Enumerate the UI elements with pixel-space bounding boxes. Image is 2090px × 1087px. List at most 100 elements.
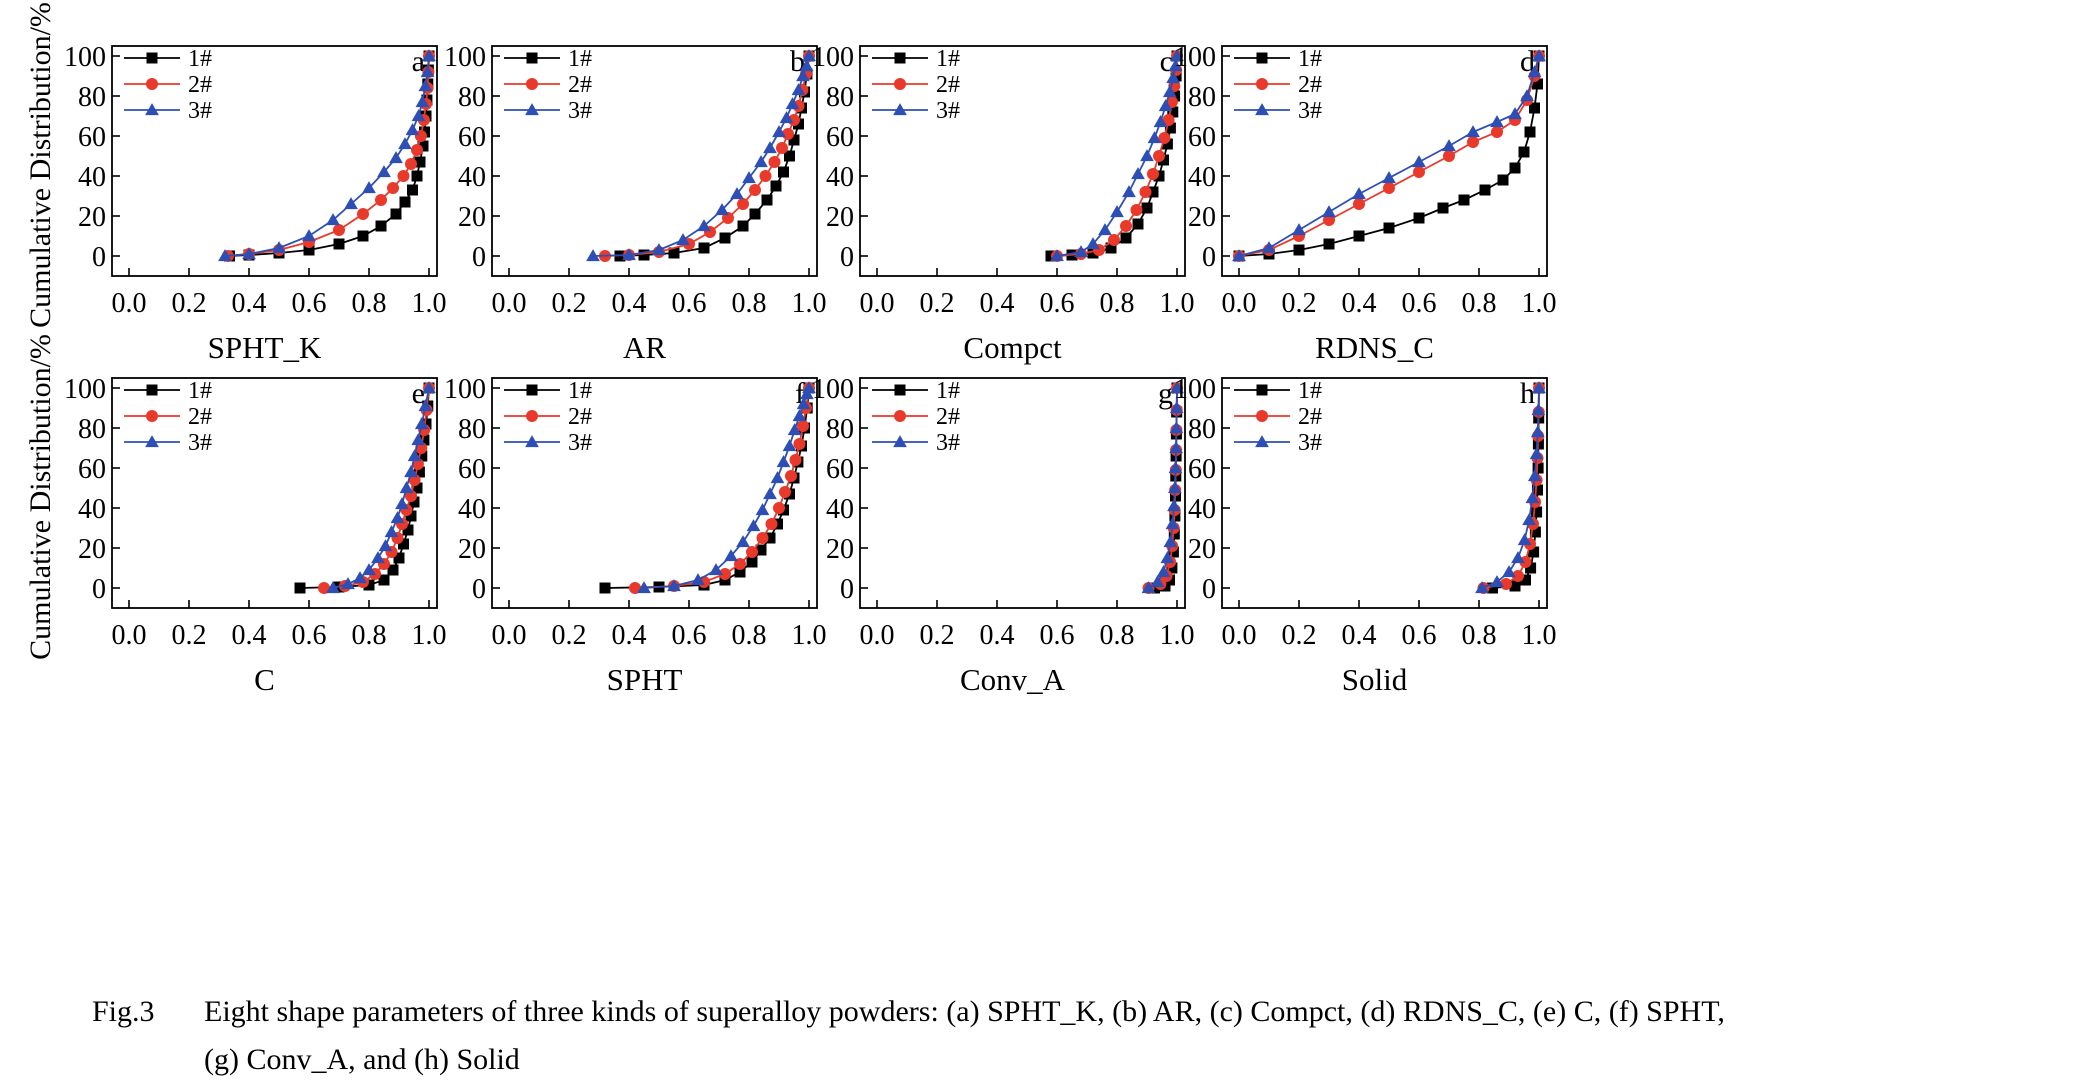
data-point xyxy=(390,511,405,524)
legend-label: 3# xyxy=(1298,98,1322,124)
data-point xyxy=(405,510,417,522)
y-tick-label: 80 xyxy=(78,414,106,445)
y-tick-label: 0 xyxy=(1202,574,1216,605)
data-point xyxy=(397,170,410,182)
y-tick-label: 80 xyxy=(458,414,486,445)
data-point xyxy=(378,539,393,552)
y-tick-label: 80 xyxy=(458,82,486,113)
x-tick-label: 0.6 xyxy=(672,288,707,319)
x-tick-label: 0.0 xyxy=(860,288,895,319)
legend-label: 2# xyxy=(568,72,592,98)
data-point xyxy=(1529,447,1544,460)
data-point xyxy=(676,233,690,246)
data-point xyxy=(719,568,731,580)
x-tick-label: 0.6 xyxy=(1402,288,1437,319)
data-point xyxy=(736,535,750,548)
data-point xyxy=(1467,136,1479,148)
x-tick-label: 0.2 xyxy=(552,288,587,319)
data-point xyxy=(1517,533,1532,546)
y-tick-label: 40 xyxy=(1188,162,1216,193)
legend: 1#2#3# xyxy=(872,46,960,124)
series-line xyxy=(619,55,810,257)
data-point xyxy=(756,532,769,544)
y-tick-label: 80 xyxy=(1188,414,1216,445)
data-point xyxy=(384,525,399,538)
data-point xyxy=(629,582,641,594)
series-3 xyxy=(1050,49,1184,262)
plot-frame xyxy=(859,45,1186,277)
data-point xyxy=(1413,166,1425,178)
data-point xyxy=(377,165,391,178)
plot-frame xyxy=(491,377,818,609)
data-point xyxy=(1479,184,1491,196)
y-tick-label: 20 xyxy=(78,202,106,233)
series-3 xyxy=(1141,381,1184,594)
data-point xyxy=(765,518,778,530)
legend-label: 2# xyxy=(1298,72,1322,98)
data-point xyxy=(1490,115,1504,128)
data-point xyxy=(1487,582,1498,594)
data-point xyxy=(773,502,785,514)
data-point xyxy=(691,573,705,586)
x-tick-label: 0.4 xyxy=(980,620,1015,651)
x-tick-label: 0.0 xyxy=(112,288,147,319)
data-point xyxy=(764,532,776,544)
figure-caption: Fig.3 Eight shape parameters of three kin… xyxy=(92,988,2052,1084)
data-point xyxy=(1292,223,1306,236)
series-line xyxy=(1481,387,1540,589)
data-point xyxy=(802,49,816,62)
y-tick-label: 100 xyxy=(812,374,854,405)
data-point xyxy=(407,184,418,196)
data-point xyxy=(1153,170,1165,182)
y-tick-label: 20 xyxy=(826,534,854,565)
data-point xyxy=(1490,575,1504,588)
y-tick-label: 20 xyxy=(458,202,486,233)
x-tick-label: 0.0 xyxy=(860,620,895,651)
data-point xyxy=(1437,202,1449,214)
legend: 1#2#3# xyxy=(872,378,960,456)
data-point xyxy=(1262,241,1276,254)
data-point xyxy=(719,232,731,244)
data-point xyxy=(792,409,807,422)
panel-letter: f xyxy=(795,377,805,410)
data-point xyxy=(1520,89,1534,102)
data-point xyxy=(418,79,433,92)
x-tick-label: 0.0 xyxy=(112,620,147,651)
data-point xyxy=(755,544,767,556)
data-point xyxy=(1167,106,1179,118)
y-tick-label: 80 xyxy=(1188,82,1216,113)
data-point xyxy=(1168,59,1183,72)
caption-line-2: (g) Conv_A, and (h) Solid xyxy=(204,1043,520,1076)
chart-panel-a: 0 20 40 60 80 100 0.0 0.2 0.4 0.6 0.8 1.0 SPHT_K Cumu… xyxy=(24,2,447,365)
data-point xyxy=(1166,71,1180,84)
data-point xyxy=(1293,244,1305,256)
y-tick-label: 80 xyxy=(826,414,854,445)
x-tick-label: 0.4 xyxy=(980,288,1015,319)
data-point xyxy=(415,95,430,108)
data-point xyxy=(399,196,411,208)
x-tick-label: 0.8 xyxy=(1100,288,1135,319)
y-tick-label: 0 xyxy=(840,574,854,605)
y-axis-label: Cumulative Distribution/% xyxy=(24,2,57,328)
x-tick-label: 0.0 xyxy=(492,620,527,651)
legend-marker xyxy=(894,410,906,422)
legend-marker xyxy=(145,103,159,116)
x-tick-label: 0.6 xyxy=(292,288,327,319)
data-point xyxy=(404,465,418,478)
series-1 xyxy=(1233,50,1545,262)
y-tick-label: 40 xyxy=(78,494,106,525)
x-tick-label: 0.0 xyxy=(1222,620,1257,651)
x-tick-label: 0.4 xyxy=(1342,620,1377,651)
data-point xyxy=(1527,469,1542,482)
legend-marker xyxy=(145,435,159,448)
data-point xyxy=(763,141,777,154)
data-point xyxy=(1527,65,1542,78)
legend: 1#2#3# xyxy=(504,378,592,456)
legend-marker xyxy=(525,435,539,448)
data-point xyxy=(405,158,417,170)
data-point xyxy=(1509,580,1521,592)
data-point xyxy=(1170,49,1184,62)
data-point xyxy=(417,140,429,152)
data-point xyxy=(1508,107,1522,120)
